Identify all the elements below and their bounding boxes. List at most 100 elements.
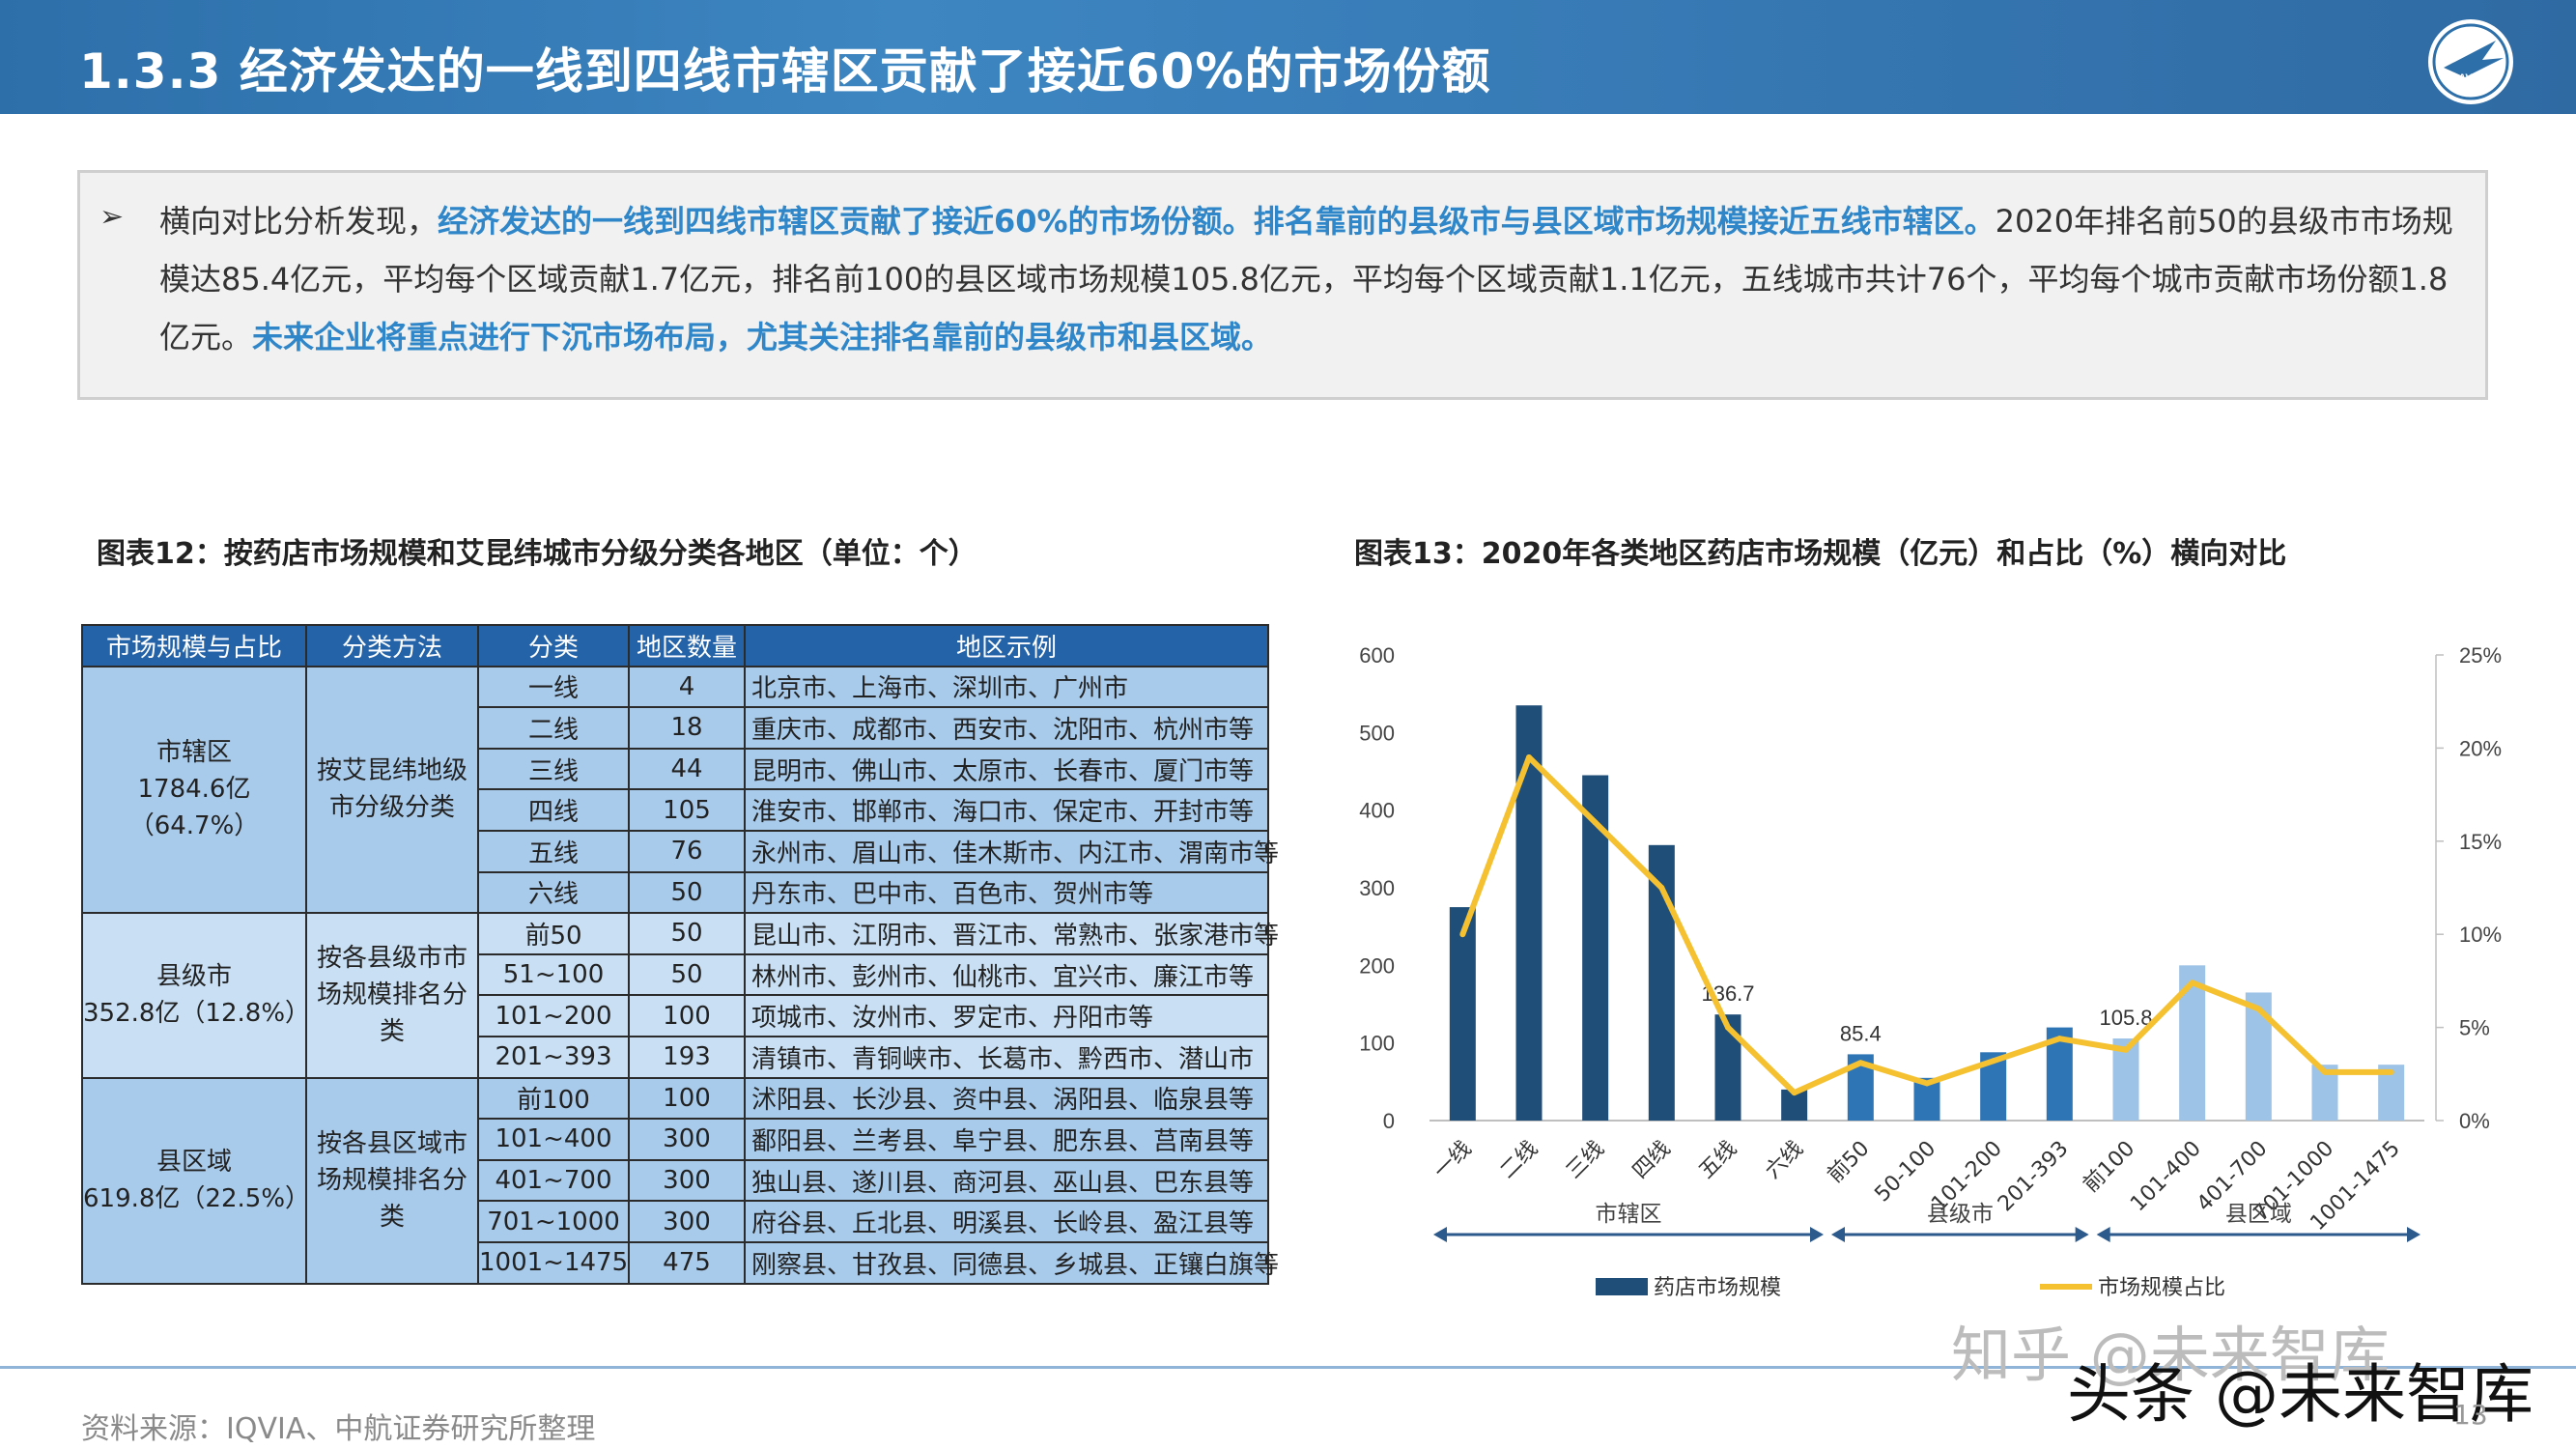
count-cell: 18	[628, 706, 746, 750]
scale-cell: 县区域 619.8亿（22.5%）	[81, 1076, 310, 1285]
x-tick-label: 三线	[1562, 1137, 1609, 1184]
count-cell: 50	[628, 952, 746, 997]
method-cell: 按艾昆纬地级市分级分类	[305, 665, 479, 915]
table-row: 三线 44 昆明市、佛山市、太原市、长春市、厦门市等	[82, 747, 1269, 791]
svg-text:AVIC: AVIC	[2458, 72, 2483, 84]
count-cell: 100	[628, 1076, 746, 1121]
footer-divider	[0, 1366, 2576, 1369]
scale-cell: 市辖区 1784.6亿（64.7%）	[81, 665, 307, 915]
class-cell: 三线	[477, 747, 630, 791]
summary-box: ➢ 横向对比分析发现，经济发达的一线到四线市辖区贡献了接近60%的市场份额。排名…	[77, 170, 2488, 400]
class-cell: 101~400	[477, 1118, 630, 1161]
line-point	[2123, 1046, 2129, 1053]
y-left-tick-label: 0	[1383, 1109, 1395, 1133]
table-header: 地区数量	[628, 624, 746, 668]
arrow-left-icon	[1433, 1227, 1447, 1242]
line-point	[1924, 1080, 1930, 1087]
examples-cell: 独山县、遂川县、商河县、巫山县、巴东县等	[744, 1158, 1269, 1203]
table-row: 县级市 352.8亿（12.8%） 按各县级市市场规模排名分类 前50 50 昆山市、江阴…	[81, 912, 1279, 1079]
line-point	[1725, 1024, 1731, 1031]
region-classification-table: 市场规模与占比 分类方法 分类 地区数量 地区示例 市辖区 1784.6亿（64.…	[81, 624, 1279, 1285]
class-cell: 101~200	[477, 994, 630, 1037]
table-row: 101~400 300 鄱阳县、兰考县、阜宁县、肥东县、莒南县等	[82, 1118, 1269, 1161]
scale-cell: 县级市 352.8亿（12.8%）	[81, 912, 311, 1079]
count-cell: 193	[628, 1035, 746, 1079]
scale-share: 352.8亿（12.8%）	[83, 999, 311, 1029]
count-cell: 300	[628, 1118, 746, 1161]
line-point	[2056, 1036, 2063, 1042]
line-point	[1857, 1060, 1864, 1066]
table-row: 401~700 300 独山县、遂川县、商河县、巫山县、巴东县等	[82, 1158, 1269, 1203]
avic-logo-icon: AVIC	[2428, 19, 2513, 104]
class-cell: 前100	[477, 1076, 630, 1121]
y-right-tick-label: 25%	[2459, 643, 2502, 668]
examples-cell: 鄱阳县、兰考县、阜宁县、肥东县、莒南县等	[744, 1118, 1269, 1161]
group-label: 市辖区	[1596, 1202, 1662, 1227]
watermark-toutiao: 头条 @未来智库	[2067, 1357, 2534, 1432]
class-cell: 五线	[477, 829, 630, 873]
examples-cell: 昆山市、江阴市、晋江市、常熟市、张家港市等	[744, 912, 1279, 955]
table-row: 市辖区 1784.6亿（64.7%） 按艾昆纬地级市分级分类 一线 4 北京市、上海市、深…	[81, 665, 1269, 915]
class-cell: 201~393	[477, 1035, 630, 1079]
bullet-arrow-icon: ➢	[99, 200, 125, 234]
table-row: 县区域 619.8亿（22.5%） 按各县区域市场规模排名分类 前100 100 沭阳县、…	[81, 1076, 1269, 1285]
x-tick-label: 四线	[1628, 1137, 1676, 1184]
count-cell: 50	[628, 870, 746, 915]
count-cell: 44	[628, 747, 746, 791]
summary-highlight: 经济发达的一线到四线市辖区贡献了接近60%的市场份额。排名靠前的县级市与县区域市…	[438, 203, 1996, 240]
table-header: 分类方法	[305, 624, 479, 668]
y-right-tick-label: 0%	[2459, 1109, 2490, 1133]
count-cell: 50	[628, 912, 746, 955]
count-cell: 300	[628, 1200, 746, 1243]
line-point	[2255, 1006, 2262, 1012]
line-point	[1526, 754, 1532, 761]
bar	[1449, 907, 1476, 1121]
examples-cell: 永州市、眉山市、佳木斯市、内江市、渭南市等	[744, 829, 1279, 873]
count-cell: 76	[628, 829, 746, 873]
examples-cell: 昆明市、佛山市、太原市、长春市、厦门市等	[744, 747, 1269, 791]
count-cell: 300	[628, 1158, 746, 1203]
y-left-tick-label: 200	[1359, 953, 1395, 978]
table-row: 1001~1475 475 刚察县、甘孜县、同德县、乡城县、正镶白旗等	[82, 1240, 1279, 1285]
arrow-right-icon	[2407, 1227, 2420, 1242]
examples-cell: 重庆市、成都市、西安市、沈阳市、杭州市等	[744, 706, 1269, 750]
arrow-right-icon	[2075, 1227, 2089, 1242]
summary-highlight: 未来企业将重点进行下沉市场布局，尤其关注排名靠前的县级市和县区域。	[252, 319, 1273, 355]
page-number: 13	[2453, 1399, 2488, 1431]
line-point	[2322, 1068, 2328, 1075]
scale-name: 县级市	[156, 962, 232, 992]
examples-cell: 淮安市、邯郸市、海口市、保定市、开封市等	[744, 788, 1269, 832]
class-cell: 四线	[477, 788, 630, 832]
page-title: 1.3.3 经济发达的一线到四线市辖区贡献了接近60%的市场份额	[79, 43, 1491, 99]
summary-segment: 2020年排名前50的县级市市场规模达85.4亿元，平均每个区域贡献1.7亿元，…	[159, 203, 2453, 355]
y-left-tick-label: 500	[1359, 721, 1395, 745]
examples-cell: 沭阳县、长沙县、资中县、涡阳县、临泉县等	[744, 1076, 1269, 1121]
class-cell: 51~100	[477, 952, 630, 997]
table-row: 101~200 100 项城市、汝州市、罗定市、丹阳市等	[82, 994, 1269, 1037]
examples-cell: 丹东市、巴中市、百色市、贺州市等	[744, 870, 1269, 915]
class-cell: 前50	[477, 912, 630, 955]
legend-label: 市场规模占比	[2098, 1276, 2225, 1300]
table-row: 二线 18 重庆市、成都市、西安市、沈阳市、杭州市等	[82, 706, 1269, 750]
arrow-left-icon	[1831, 1227, 1845, 1242]
count-cell: 4	[628, 665, 746, 709]
y-left-tick-label: 600	[1359, 643, 1395, 668]
examples-cell: 北京市、上海市、深圳市、广州市	[744, 665, 1269, 709]
table-row: 701~1000 300 府谷县、丘北县、明溪县、长岭县、盈江县等	[82, 1200, 1269, 1243]
table-row: 四线 105 淮安市、邯郸市、海口市、保定市、开封市等	[82, 788, 1269, 832]
group-label: 县级市	[1927, 1202, 1994, 1227]
table-row: 五线 76 永州市、眉山市、佳木斯市、内江市、渭南市等	[82, 829, 1279, 873]
table-row: 六线 50 丹东市、巴中市、百色市、贺州市等	[82, 870, 1269, 915]
y-left-tick-label: 300	[1359, 876, 1395, 900]
legend-label: 药店市场规模	[1654, 1276, 1781, 1300]
y-left-tick-label: 100	[1359, 1032, 1395, 1056]
header-bar	[0, 0, 2576, 114]
x-tick-label: 前50	[1824, 1137, 1875, 1188]
legend-bar-swatch	[1596, 1278, 1648, 1295]
bar	[1582, 775, 1609, 1121]
line-point	[1990, 1058, 1996, 1065]
summary-segment: 横向对比分析发现，	[159, 203, 439, 240]
class-cell: 401~700	[477, 1158, 630, 1203]
y-right-tick-label: 20%	[2459, 736, 2502, 760]
line-point	[2388, 1068, 2394, 1075]
